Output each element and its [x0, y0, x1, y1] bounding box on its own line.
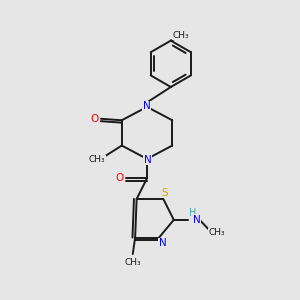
- Text: H: H: [189, 208, 197, 218]
- Text: S: S: [162, 188, 169, 197]
- Text: N: N: [159, 238, 167, 248]
- Text: O: O: [90, 114, 98, 124]
- Text: CH₃: CH₃: [124, 258, 141, 267]
- Text: CH₃: CH₃: [208, 228, 225, 237]
- Text: CH₃: CH₃: [172, 31, 189, 40]
- Text: O: O: [115, 173, 123, 183]
- Text: CH₃: CH₃: [89, 155, 105, 164]
- Text: N: N: [193, 215, 200, 225]
- Text: N: N: [142, 101, 150, 111]
- Text: N: N: [144, 154, 152, 164]
